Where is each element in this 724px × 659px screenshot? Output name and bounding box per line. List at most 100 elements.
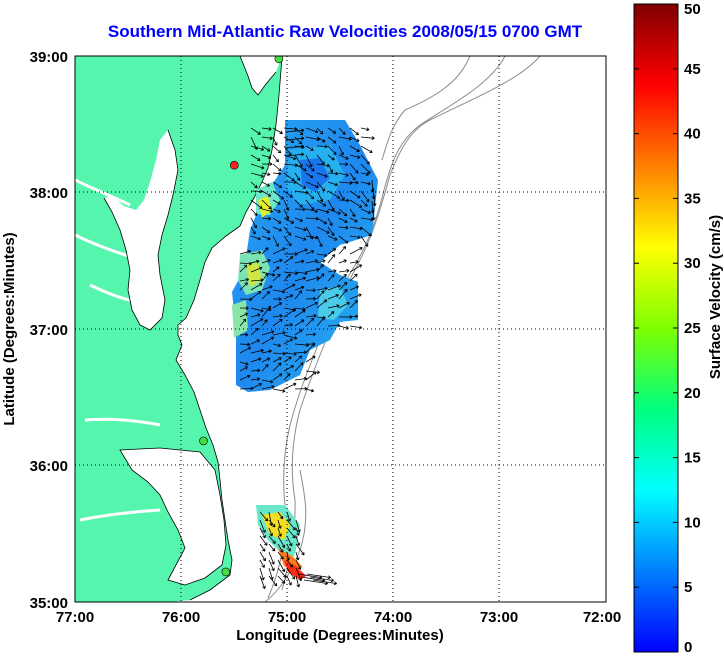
velocity-arrow [360, 163, 371, 174]
velocity-arrow [295, 535, 301, 546]
velocity-arrow [285, 136, 305, 141]
rivers [75, 178, 161, 522]
velocity-arrow [294, 248, 308, 255]
velocity-arrow [261, 291, 271, 300]
velocity-arrow [349, 136, 360, 142]
velocity-arrow [277, 527, 282, 537]
velocity-arrow [316, 299, 328, 309]
velocity-arrow [327, 154, 335, 161]
velocity-arrow [294, 362, 304, 372]
velocity-arrow [316, 199, 327, 207]
velocity-arrow [272, 208, 281, 213]
velocity-arrow [272, 297, 282, 301]
velocity-arrow [272, 357, 282, 363]
velocity-arrow [294, 127, 304, 136]
velocity-arrow [272, 226, 282, 232]
velocity-arrow [349, 208, 356, 217]
velocity-arrow [286, 519, 296, 531]
velocity-arrow [250, 163, 265, 170]
velocity-arrow [283, 334, 298, 340]
velocity-arrow [316, 127, 324, 135]
velocity-arrow [371, 207, 376, 221]
velocity-arrow [349, 273, 358, 282]
velocity-arrow [268, 575, 278, 587]
velocity-arrow [338, 259, 347, 264]
velocity-arrow [272, 235, 279, 247]
velocity-arrow [305, 288, 316, 293]
velocity-arrow [349, 314, 359, 319]
velocity-arrow [294, 376, 308, 381]
velocity-arrow [305, 172, 314, 179]
velocity-arrow [305, 154, 313, 168]
chesapeake-bay [104, 130, 178, 330]
velocity-arrow [316, 136, 326, 143]
velocity-arrow [261, 385, 275, 390]
velocity-arrow [283, 338, 293, 345]
radar-station-marker [199, 436, 208, 446]
velocity-arrow [360, 181, 371, 186]
velocity-arrow [316, 208, 330, 214]
velocity-arrow [305, 317, 315, 327]
plot-frame [74, 55, 607, 603]
delaware-bay [240, 56, 282, 95]
velocity-arrow [283, 190, 293, 198]
velocity-arrow [327, 226, 335, 236]
velocity-arrow [261, 258, 271, 264]
velocity-arrow [261, 226, 271, 234]
y-tick-label: 35:00 [30, 595, 68, 612]
velocity-arrow [327, 208, 341, 215]
velocity-arrow [349, 154, 361, 159]
velocity-arrow [294, 309, 306, 318]
velocity-arrow [316, 290, 325, 300]
velocity-arrow [294, 207, 306, 212]
velocity-arrow [316, 172, 328, 178]
x-tick-label: 76:00 [162, 609, 200, 626]
velocity-arrow [250, 217, 257, 229]
velocity-arrow [316, 235, 323, 247]
velocity-arrow [316, 217, 328, 225]
velocity-arrow [360, 145, 373, 153]
velocity-arrow [360, 136, 375, 140]
velocity-arrow [338, 301, 350, 309]
velocity-arrow [268, 559, 275, 572]
velocity-arrow [239, 306, 249, 311]
velocity-arrow [250, 313, 261, 318]
velocity-arrow [338, 145, 344, 156]
velocity-arrow [349, 226, 363, 231]
velocity-arrow [272, 314, 283, 318]
velocity-arrow [272, 388, 286, 393]
velocity-arrow [283, 273, 291, 282]
velocity-arrow [349, 246, 363, 255]
velocity-arrow [259, 519, 266, 533]
velocity-arrow [272, 127, 283, 135]
velocity-arrow [305, 301, 318, 309]
velocity-arrow [261, 336, 275, 345]
velocity-arrow [305, 314, 317, 318]
velocity-arrow [261, 235, 271, 241]
velocity-arrow [283, 323, 293, 327]
velocity-arrow [295, 527, 300, 536]
velocity-arrow [250, 318, 264, 327]
velocity-arrow [239, 332, 249, 337]
velocity-arrow [360, 208, 371, 214]
velocity-arrow [305, 371, 317, 381]
velocity-arrow [286, 551, 290, 561]
velocity-arrow [250, 283, 263, 291]
velocity-arrow [327, 248, 337, 255]
velocity-arrow [316, 286, 328, 291]
velocity-arrow [272, 136, 278, 146]
velocity-arrow [250, 250, 262, 255]
velocity-arrow [338, 217, 348, 223]
velocity-arrow [338, 154, 349, 160]
velocity-arrow [294, 290, 303, 300]
velocity-arrow [283, 308, 296, 318]
velocity-arrow [305, 332, 316, 337]
velocity-arrow [294, 163, 307, 172]
velocity-arrow [286, 575, 292, 586]
velocity-arrow [305, 296, 317, 301]
velocity-arrow [239, 366, 248, 372]
velocity-arrow [327, 254, 336, 264]
velocity-arrow [360, 217, 374, 222]
radar-station-marker [221, 567, 231, 577]
velocity-arrow [295, 551, 300, 561]
